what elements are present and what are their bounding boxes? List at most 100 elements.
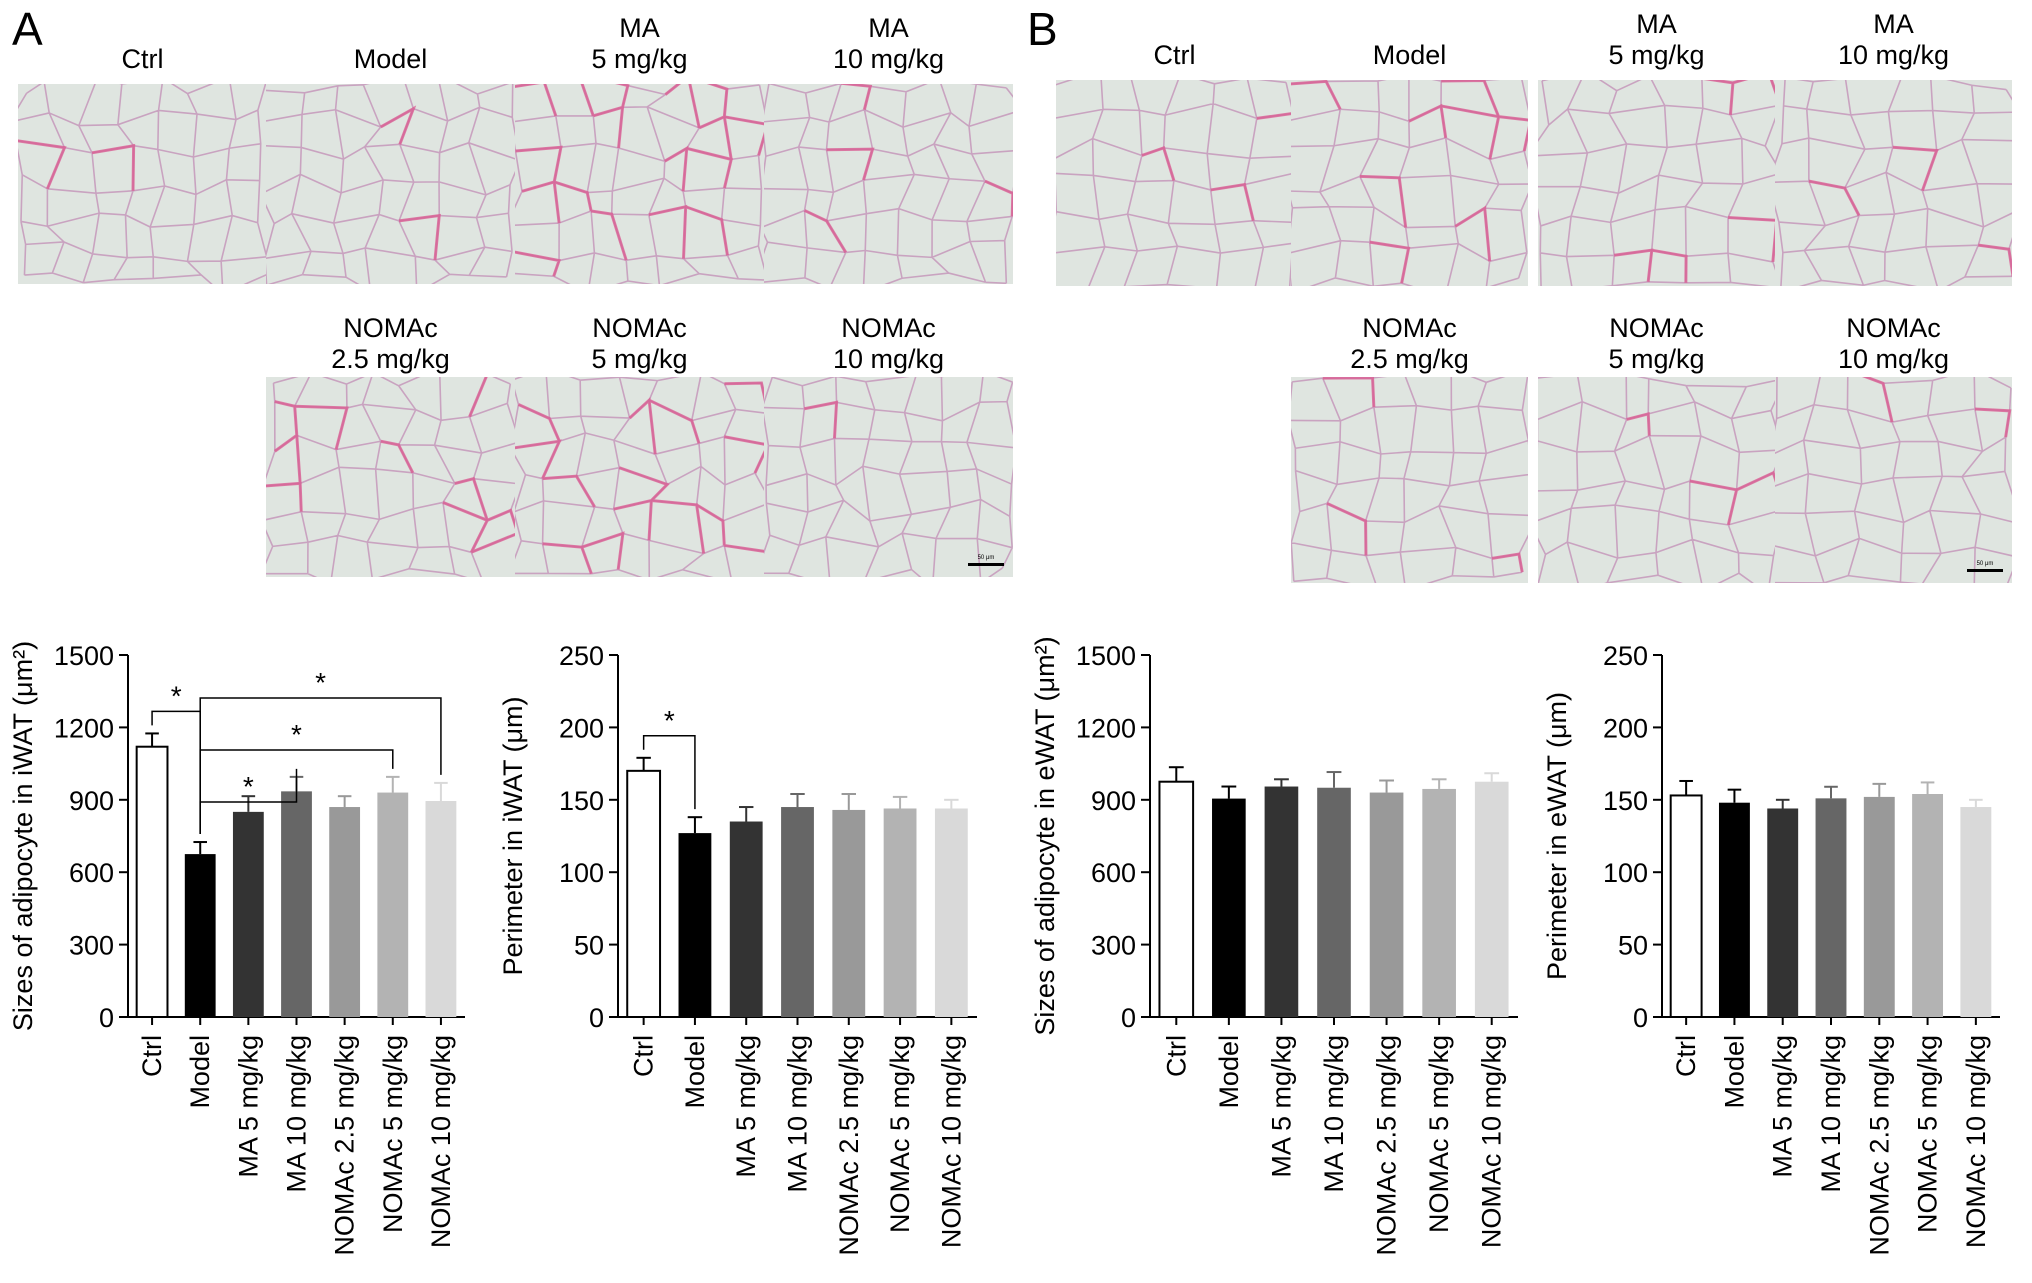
chart-1-xtick-label-5: NOMAc 5 mg/kg — [885, 1035, 915, 1233]
chart-3-ylabel: Perimeter in eWAT (μm) — [1542, 692, 1572, 980]
chart-0-bar-3 — [281, 791, 312, 1017]
chart-0-sig-bracket-3 — [199, 697, 442, 835]
chart-2-bar-2 — [1264, 786, 1299, 1017]
chart-2-xtick-label-1: Model — [1214, 1035, 1244, 1109]
chart-3-bar-6 — [1960, 807, 1992, 1017]
chart-1-bar-6 — [934, 808, 968, 1017]
chart-3-bar-0 — [1669, 794, 1703, 1018]
scale-bar — [968, 563, 1004, 566]
chart-1-ytick-label-4: 200 — [559, 713, 604, 743]
chart-0-sig-star-0: * — [171, 680, 182, 711]
chart-3-ytick-label-1: 50 — [1618, 931, 1648, 961]
chart-0-bar-6 — [425, 801, 457, 1017]
chart-0-sig-star-2: * — [291, 719, 302, 750]
scale-bar-label: 50 μm — [1977, 561, 1994, 567]
micrograph-0-r1-2 — [515, 84, 764, 284]
micrograph-1-r2-2: 50 μm — [1775, 377, 2012, 583]
chart-0-xtick-label-6: NOMAc 10 mg/kg — [426, 1035, 456, 1248]
chart-2-ytick-label-0: 0 — [1121, 1003, 1136, 1033]
micrograph-0-r2-1 — [515, 377, 764, 577]
chart-1-ytick-label-5: 250 — [559, 641, 604, 671]
micrograph-label-1-r1-0: Ctrl — [1153, 40, 1196, 70]
panel-letter-a: A — [12, 3, 43, 55]
chart-0-ytick-label-2: 600 — [69, 858, 114, 888]
chart-2-ytick-label-4: 1200 — [1076, 713, 1136, 743]
chart-0-xtick-label-3: MA 10 mg/kg — [282, 1035, 312, 1193]
chart-3-bar-5 — [1912, 794, 1944, 1017]
micrograph-0-r1-1 — [266, 84, 515, 284]
chart-3-xtick-label-1: Model — [1719, 1035, 1749, 1109]
chart-0-ytick-label-1: 300 — [69, 931, 114, 961]
chart-1-bar-1 — [678, 833, 712, 1017]
chart-1-ytick-label-3: 150 — [559, 786, 604, 816]
chart-2-bar-4 — [1369, 792, 1404, 1017]
chart-3-xtick-label-2: MA 5 mg/kg — [1768, 1035, 1798, 1178]
chart-2-xtick-label-4: NOMAc 2.5 mg/kg — [1372, 1035, 1402, 1256]
chart-3-bar-1 — [1718, 802, 1750, 1017]
chart-2-xtick-label-2: MA 5 mg/kg — [1266, 1035, 1296, 1178]
chart-0-bar-0 — [135, 745, 169, 1018]
chart-0-xtick-label-1: Model — [185, 1035, 215, 1109]
chart-1-xtick-label-4: NOMAc 2.5 mg/kg — [834, 1035, 864, 1256]
chart-3-ytick-label-2: 100 — [1603, 858, 1648, 888]
micrograph-label-1-r1-1: Model — [1372, 40, 1447, 70]
micrograph-label-0-r2-1: NOMAc 5 mg/kg — [591, 313, 688, 374]
scale-bar-label: 50 μm — [978, 555, 995, 561]
micrograph-1-r2-1 — [1538, 377, 1775, 583]
chart-0-ytick-label-5: 1500 — [54, 641, 114, 671]
chart-3-xtick-label-0: Ctrl — [1671, 1035, 1701, 1077]
micrograph-label-0-r1-1: Model — [353, 44, 428, 74]
chart-3-ytick-label-0: 0 — [1633, 1003, 1648, 1033]
chart-0-bar-4 — [329, 807, 361, 1017]
micrograph-label-0-r2-0: NOMAc 2.5 mg/kg — [331, 313, 450, 374]
micrograph-1-r2-0 — [1291, 377, 1528, 583]
chart-1-ytick-label-1: 50 — [574, 931, 604, 961]
chart-1-bar-0 — [626, 769, 662, 1019]
micrograph-label-1-r2-1: NOMAc 5 mg/kg — [1608, 313, 1705, 374]
micrograph-0-r2-2: 50 μm — [764, 377, 1013, 577]
chart-3-ytick-label-5: 250 — [1603, 641, 1648, 671]
chart-0-ytick-label-3: 900 — [69, 786, 114, 816]
chart-2-xtick-label-5: NOMAc 5 mg/kg — [1424, 1035, 1454, 1233]
micrograph-label-1-r2-0: NOMAc 2.5 mg/kg — [1350, 313, 1469, 374]
chart-0-xtick-label-5: NOMAc 5 mg/kg — [378, 1035, 408, 1233]
micrograph-1-r1-3 — [1775, 80, 2012, 286]
chart-0-bar-1 — [184, 854, 216, 1017]
chart-1-bar-4 — [832, 809, 866, 1017]
micrograph-0-r1-3 — [764, 84, 1013, 284]
chart-0-ytick-label-4: 1200 — [54, 713, 114, 743]
chart-1-xtick-label-6: NOMAc 10 mg/kg — [936, 1035, 966, 1248]
chart-0-sig-star-3: * — [315, 667, 326, 698]
chart-0-bar-5 — [377, 792, 409, 1017]
chart-1-xtick-label-3: MA 10 mg/kg — [783, 1035, 813, 1193]
chart-2-bar-0 — [1158, 780, 1195, 1019]
chart-0-sig-star-1: * — [243, 771, 254, 802]
chart-0-xtick-label-0: Ctrl — [137, 1035, 167, 1077]
chart-1-sig-star-0: * — [664, 705, 675, 736]
chart-1-bar-5 — [883, 808, 917, 1017]
micrograph-label-0-r1-3: MA 10 mg/kg — [832, 13, 945, 74]
chart-2-xtick-label-6: NOMAc 10 mg/kg — [1477, 1035, 1507, 1248]
chart-1-sig-bracket-0 — [642, 735, 696, 810]
chart-2-ytick-label-3: 900 — [1091, 786, 1136, 816]
micrograph-label-0-r1-2: MA 5 mg/kg — [591, 13, 688, 74]
chart-0-ytick-label-0: 0 — [99, 1003, 114, 1033]
chart-3-bar-3 — [1815, 798, 1847, 1017]
chart-3-xtick-label-4: NOMAc 2.5 mg/kg — [1864, 1035, 1894, 1256]
chart-1-xtick-label-1: Model — [680, 1035, 710, 1109]
micrograph-label-0-r1-0: Ctrl — [121, 44, 164, 74]
chart-2-ytick-label-2: 600 — [1091, 858, 1136, 888]
chart-0-bar-2 — [232, 811, 264, 1017]
chart-3-bar-4 — [1863, 796, 1895, 1017]
micrograph-0-r1-0 — [18, 84, 267, 284]
panel-letter-b: B — [1027, 3, 1058, 55]
micrograph-label-0-r2-2: NOMAc 10 mg/kg — [832, 313, 945, 374]
chart-2-bar-6 — [1474, 781, 1509, 1017]
chart-3-bar-2 — [1767, 808, 1799, 1017]
chart-2-bar-5 — [1422, 788, 1456, 1017]
chart-1-bar-3 — [781, 807, 814, 1017]
chart-3-xtick-label-6: NOMAc 10 mg/kg — [1961, 1035, 1991, 1248]
micrograph-label-1-r1-3: MA 10 mg/kg — [1837, 9, 1950, 70]
chart-3-xtick-label-3: MA 10 mg/kg — [1816, 1035, 1846, 1193]
micrograph-1-r1-0 — [1056, 80, 1293, 286]
